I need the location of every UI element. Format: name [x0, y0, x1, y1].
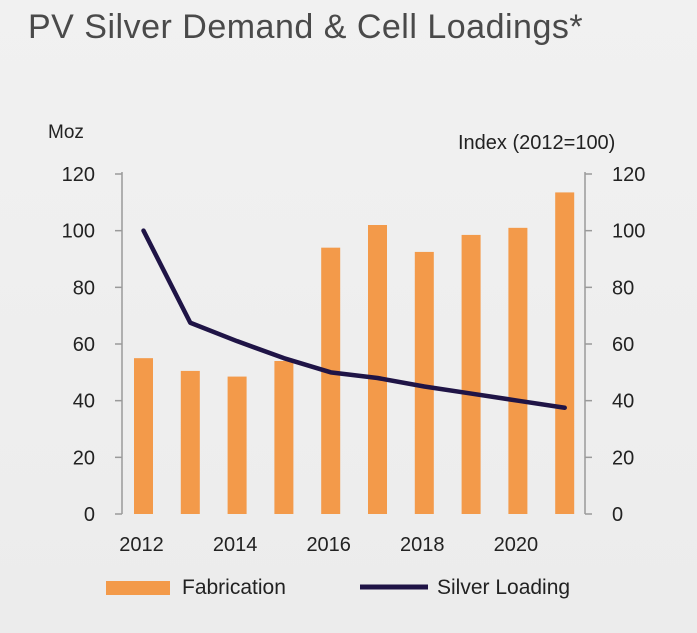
- bar-2021: [555, 192, 575, 514]
- x-tick-label: 2012: [119, 534, 164, 556]
- bar-2014: [227, 376, 247, 514]
- x-tick-label: 2018: [400, 534, 445, 556]
- x-tick-label: 2016: [306, 534, 351, 556]
- silver-loading-line: [141, 228, 567, 410]
- right-tick-label: 60: [612, 334, 634, 356]
- right-tick-label: 20: [612, 447, 634, 469]
- bar-series: [134, 192, 575, 515]
- bar-2017: [368, 225, 387, 514]
- bar-2020: [508, 227, 528, 515]
- x-axis: 2012 2014 2016 2018 2020: [119, 534, 538, 556]
- left-tick-label: 120: [62, 164, 95, 186]
- x-tick-label: 2014: [213, 534, 258, 556]
- right-tick-label: 120: [612, 164, 645, 186]
- legend: Fabrication Silver Loading: [106, 576, 570, 599]
- left-tick-label: 80: [73, 277, 95, 299]
- bar-2015: [274, 361, 294, 514]
- bar-2012: [134, 358, 153, 514]
- left-tick-label: 0: [84, 504, 95, 526]
- right-tick-label: 0: [612, 504, 623, 526]
- left-tick-label: 100: [62, 221, 95, 243]
- legend-fabrication-swatch: [106, 581, 170, 595]
- right-axis-label: Index (2012=100): [458, 132, 615, 154]
- right-tick-label: 100: [612, 221, 645, 243]
- right-axis: 0 20 40 60 80 100 120: [584, 164, 645, 526]
- left-axis-label: Moz: [48, 122, 84, 143]
- chart-title: PV Silver Demand & Cell Loadings*: [28, 8, 584, 46]
- bar-2018: [414, 251, 434, 514]
- line-series: [141, 228, 567, 410]
- legend-fabrication-label: Fabrication: [182, 576, 286, 599]
- left-tick-label: 20: [73, 447, 95, 469]
- left-tick-label: 60: [73, 334, 95, 356]
- legend-silver-loading-label: Silver Loading: [437, 576, 570, 599]
- left-tick-label: 40: [73, 391, 95, 413]
- bar-2016: [321, 247, 341, 514]
- right-tick-label: 80: [612, 277, 634, 299]
- x-tick-label: 2020: [494, 534, 539, 556]
- right-tick-label: 40: [612, 391, 634, 413]
- bar-2013: [180, 370, 200, 514]
- bar-2019: [461, 234, 481, 514]
- left-axis: 0 20 40 60 80 100 120: [62, 164, 123, 526]
